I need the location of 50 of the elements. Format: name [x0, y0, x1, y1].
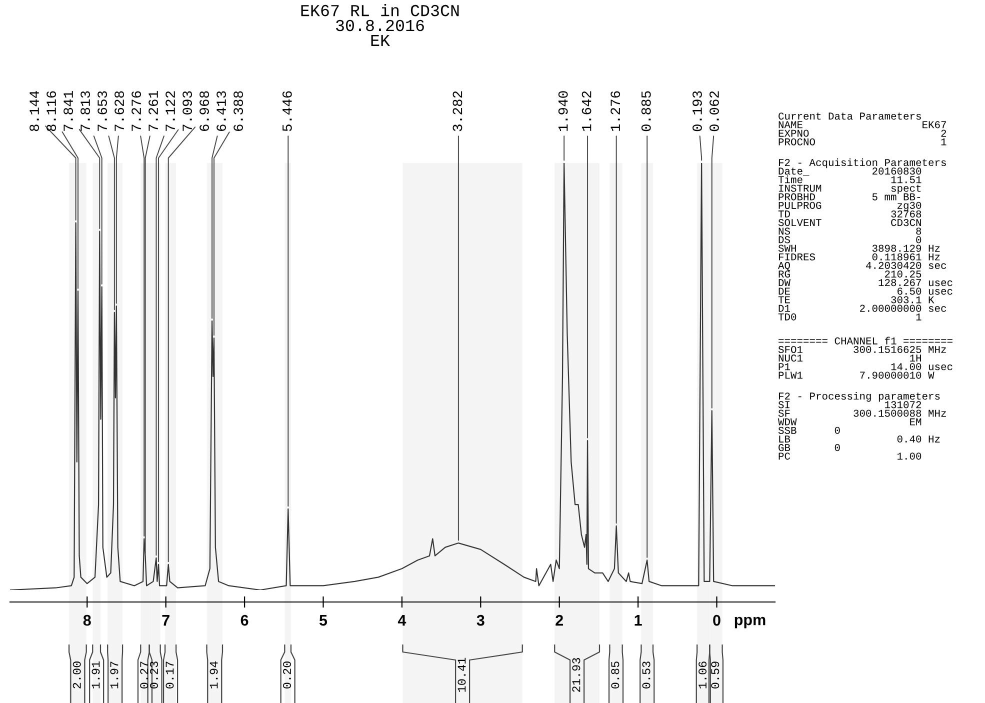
- annotation: 7.841: [64, 91, 74, 131]
- annotation: 7.813: [80, 91, 90, 131]
- annotation: 0.193: [692, 91, 702, 132]
- annotation: 7.261: [148, 91, 158, 131]
- annotation: 5.446: [282, 91, 292, 132]
- x-tick-label: 2: [556, 614, 563, 626]
- annotation: 0.062: [710, 91, 719, 132]
- annotation: 6.388: [234, 91, 244, 131]
- annotation: 3.282: [452, 91, 462, 132]
- x-axis-title: ppm: [734, 616, 766, 628]
- annotation: 1.642: [582, 91, 592, 131]
- text: ======== CHANNEL f1 ======== SFO1 300.1516625 MHz NUC1 1H P1 14.00 usec PLW1 7.90000010 W: [778, 336, 952, 379]
- annotation: 6.968: [200, 91, 210, 131]
- x-tick-label: 3: [476, 614, 484, 626]
- band-label: 1.06: [698, 662, 707, 688]
- annotation: 0.885: [641, 91, 651, 132]
- band-label: 0.23: [150, 662, 158, 688]
- band-label: 2.00: [72, 662, 81, 688]
- annotation: 8.144: [30, 91, 40, 132]
- annotation: 7.122: [166, 91, 175, 131]
- text: Current Data Parameters NAME EK67 EXPNO 2 PROCNO 1: [778, 112, 946, 146]
- x-tick-label: 7: [162, 615, 170, 626]
- x-tick-label: 0: [713, 614, 720, 626]
- band-label: 1.94: [210, 661, 218, 688]
- x-tick-label: 5: [319, 615, 328, 626]
- x-tick-label: 8: [83, 614, 91, 626]
- annotation: 1.940: [558, 91, 568, 131]
- band-label: 21.93: [572, 658, 580, 692]
- annotation: 7.093: [182, 91, 192, 131]
- annotation: 6.413: [216, 91, 226, 131]
- band-label: 10.41: [458, 658, 466, 692]
- band-label: 0.27: [140, 662, 148, 688]
- annotation: 7.276: [132, 91, 142, 131]
- x-tick-label: 6: [240, 614, 248, 626]
- band-label: 1.97: [110, 662, 118, 688]
- band-label: 0.20: [282, 662, 291, 688]
- band-label: 0.53: [642, 662, 650, 688]
- annotation: 1.276: [610, 91, 620, 131]
- band-label: 0.85: [611, 662, 620, 688]
- text: F2 - Acquisition Parameters Date_ 20160830 Time 11.51 INSTRUM spect PROBHD 5 mm BB- PULPROG zg30 TD 32768 SOLVENT CD3CN NS 8 DS 0 SWH 3898.129 Hz FIDRES 0.118961 Hz AQ 4.2030420 sec RG 210.25 DW 128.267 usec DE 6.50 usec TE 303.1 K D1 2.00000000 sec TD0 1: [778, 158, 952, 320]
- annotation: 7.628: [114, 91, 124, 131]
- band-label: 0.59: [711, 662, 720, 688]
- x-tick-label: 1: [634, 615, 642, 626]
- x-tick-label: 4: [398, 615, 406, 626]
- chart-title: EK67 RL in CD3CN 30.8.2016 EK: [301, 4, 459, 46]
- band-label: 1.91: [92, 661, 100, 688]
- annotation: 7.653: [98, 91, 108, 131]
- band-label: 0.17: [166, 662, 174, 688]
- text: F2 - Processing parameters SI 131072 SF 300.1500088 MHz WDW EM SSB 0 LB 0.40 Hz GB 0 PC 1.00: [778, 392, 946, 460]
- annotation: 8.116: [46, 91, 56, 132]
